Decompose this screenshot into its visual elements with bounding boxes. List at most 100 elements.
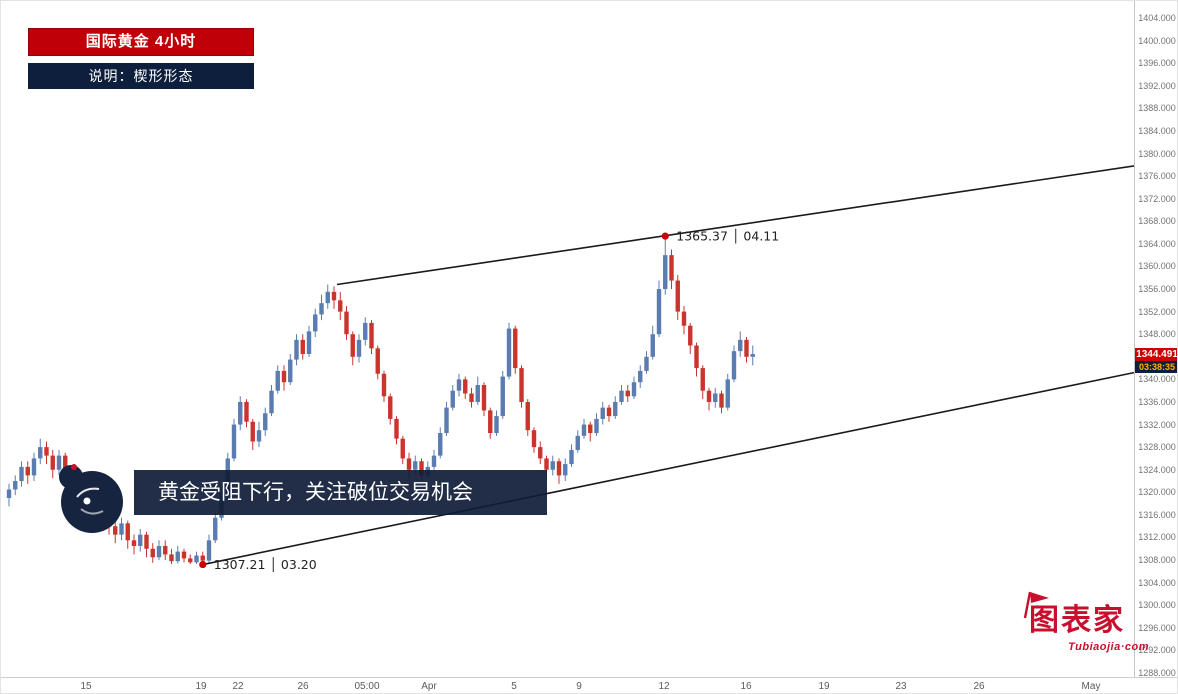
candle (350, 331, 355, 366)
candle (150, 543, 155, 563)
candle (625, 385, 630, 402)
panda-dj-mascot-icon (47, 457, 127, 544)
candle (25, 461, 30, 484)
candle (631, 376, 637, 400)
price-tick-label: 1292.000 (1138, 645, 1176, 656)
brand-name: 图表家 (1029, 604, 1125, 637)
candle (494, 410, 499, 436)
candle (363, 317, 368, 346)
candle (575, 430, 580, 453)
candle (581, 418, 587, 439)
price-tick-label: 1340.000 (1138, 374, 1176, 385)
price-tick-label: 1304.000 (1138, 577, 1176, 588)
price-tick-label: 1360.000 (1138, 261, 1176, 272)
candle (344, 305, 349, 340)
candle (375, 345, 380, 380)
price-tick-label: 1376.000 (1138, 171, 1176, 182)
candle (156, 540, 162, 561)
candle (675, 274, 680, 321)
time-axis: 15 19 22 26 05:00 Apr 5 9 12 16 19 23 26 May (1, 677, 1177, 693)
price-tick-label: 1364.000 (1138, 238, 1176, 249)
candle (188, 554, 193, 565)
candle (331, 286, 337, 309)
price-tick-label: 1356.000 (1138, 284, 1176, 295)
candle (338, 291, 343, 321)
candle (19, 461, 24, 487)
candle (169, 548, 174, 565)
candle (669, 249, 674, 290)
candle (325, 284, 330, 309)
price-tick-label: 1328.000 (1138, 442, 1176, 453)
brand-domain: Tubiaojia·com (1068, 641, 1149, 653)
candle (700, 365, 705, 400)
candle (6, 483, 12, 507)
candle (638, 365, 643, 388)
price-tick-label: 1380.000 (1138, 148, 1176, 159)
candle (650, 325, 655, 360)
candle (475, 376, 480, 405)
candle (263, 407, 268, 436)
price-tick-label: 1348.000 (1138, 329, 1176, 340)
candle (525, 399, 530, 436)
candle (663, 236, 668, 295)
price-tick-label: 1392.000 (1138, 80, 1176, 91)
candle (431, 449, 437, 470)
date-tick-label: 19 (195, 681, 207, 692)
candle (275, 365, 280, 394)
candle (506, 322, 512, 380)
candle (163, 540, 168, 561)
candle (644, 351, 649, 374)
annotation-label: 1365.37 │ 04.11 (676, 229, 779, 245)
candle (531, 427, 537, 453)
chart-title-banner: 国际黄金 4小时 (28, 28, 254, 56)
candle (138, 529, 143, 552)
price-tick-label: 1300.000 (1138, 600, 1176, 611)
date-tick-label: 05:00 (354, 681, 380, 692)
price-tick-label: 1336.000 (1138, 396, 1176, 407)
price-tick-label: 1324.000 (1138, 464, 1176, 475)
candle (369, 320, 374, 354)
candle (681, 305, 687, 335)
candle (706, 387, 712, 411)
price-tick-label: 1404.000 (1138, 13, 1176, 23)
candle (719, 390, 724, 414)
candle (656, 280, 662, 338)
candle (300, 334, 305, 360)
candle (456, 373, 462, 397)
current-price-badge: 1344.491 (1135, 347, 1178, 361)
candle (113, 520, 118, 544)
candle (381, 370, 387, 402)
candle (281, 365, 287, 391)
candle (688, 322, 693, 354)
candle (563, 458, 568, 482)
candle (144, 531, 149, 558)
candle (694, 342, 699, 377)
candle (238, 396, 243, 431)
candle (119, 517, 124, 541)
candle (56, 449, 62, 476)
price-tick-label: 1372.000 (1138, 193, 1176, 204)
annotation-dot (661, 232, 669, 240)
candle (738, 331, 743, 357)
candle (450, 385, 455, 411)
candle (500, 370, 505, 419)
candle (319, 294, 324, 321)
price-tick-label: 1312.000 (1138, 532, 1176, 543)
candle (213, 512, 218, 544)
chart-plot[interactable]: 1365.37 │ 04.11 1307.21 │ 03.20 (1, 1, 1134, 677)
candle-countdown-badge: 03:38:35 (1135, 360, 1177, 373)
date-tick-label: 22 (232, 681, 244, 692)
candle (731, 345, 737, 383)
candle (356, 334, 362, 363)
candle (725, 373, 730, 411)
candle (606, 404, 612, 422)
candle (556, 458, 562, 484)
candle (269, 385, 274, 417)
candle (400, 435, 405, 465)
pattern-note-banner: 说明：楔形形态 (28, 63, 254, 89)
price-tick-label: 1308.000 (1138, 555, 1176, 566)
candle (550, 455, 555, 476)
analysis-note: 黄金受阻下行，关注破位交易机会 (134, 470, 547, 515)
price-tick-label: 1388.000 (1138, 103, 1176, 114)
